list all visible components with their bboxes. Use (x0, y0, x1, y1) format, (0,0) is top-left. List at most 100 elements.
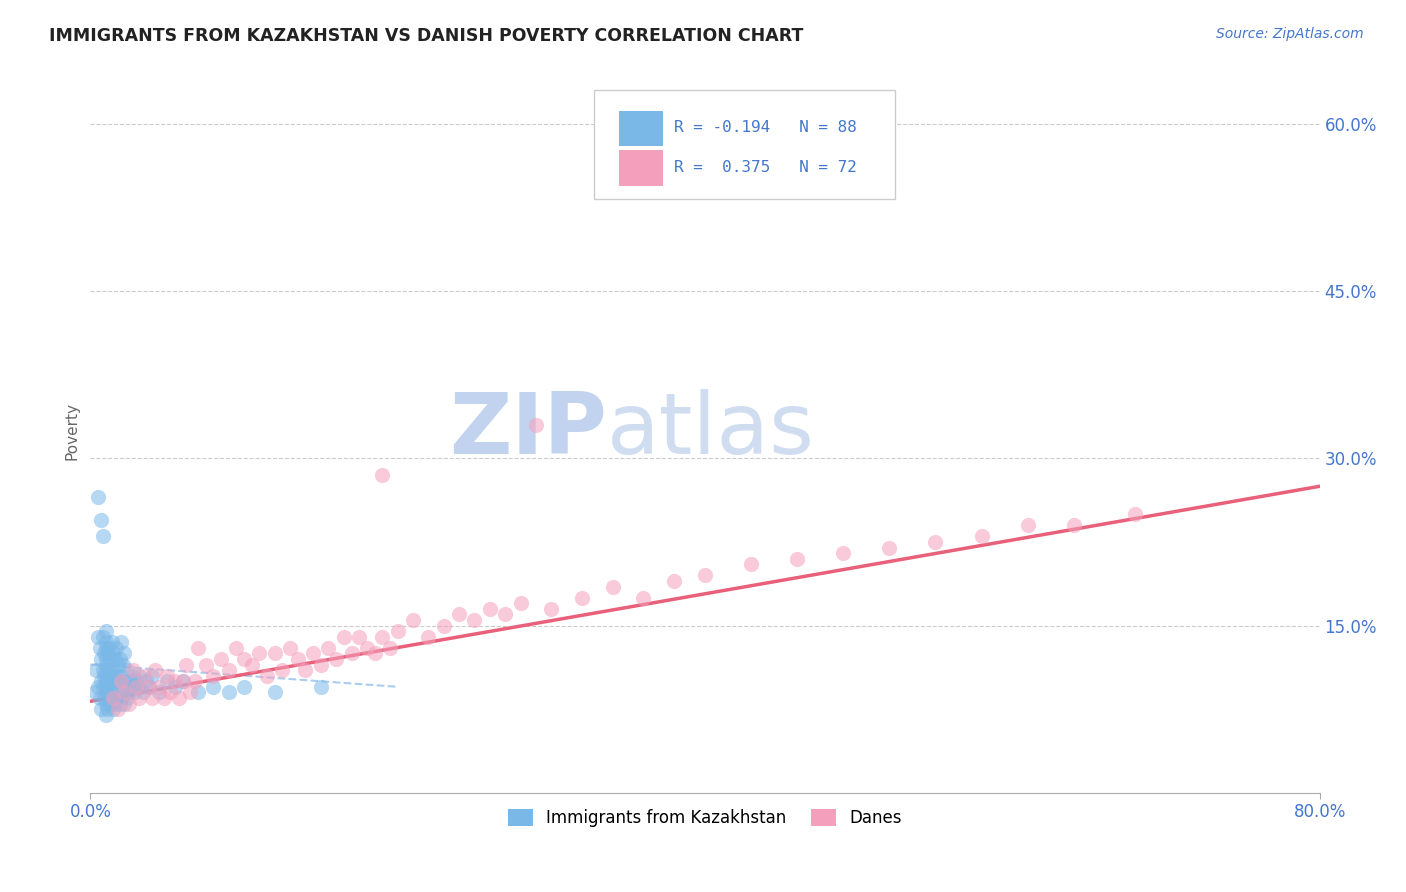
Point (112, 647, 135, 661)
Point (90, 702, 112, 716)
Point (120, 674, 142, 689)
Point (333, 630, 356, 644)
Point (127, 680, 149, 694)
Point (194, 657, 217, 672)
Point (91, 680, 114, 694)
Point (94, 635, 117, 649)
Point (103, 680, 125, 694)
Point (1017, 518, 1039, 533)
Point (135, 674, 157, 689)
Point (309, 680, 332, 694)
Point (478, 602, 501, 616)
Point (87, 630, 110, 644)
Point (278, 640, 301, 655)
Point (148, 685, 170, 699)
Point (402, 613, 425, 627)
Point (98, 652, 121, 666)
Point (325, 652, 347, 666)
Point (970, 529, 993, 543)
Point (101, 685, 124, 699)
Point (347, 630, 370, 644)
Point (132, 668, 155, 682)
Point (163, 680, 186, 694)
Point (524, 417, 547, 432)
Point (103, 690, 125, 705)
Point (128, 668, 150, 682)
Point (202, 668, 225, 682)
Point (86, 663, 108, 677)
Point (138, 680, 160, 694)
Point (108, 697, 131, 711)
Point (648, 173, 671, 187)
Point (110, 690, 132, 705)
Point (122, 663, 145, 677)
Point (121, 680, 143, 694)
Point (111, 657, 134, 672)
Point (172, 674, 194, 689)
Point (138, 680, 160, 694)
Point (247, 647, 270, 661)
Point (340, 647, 363, 661)
Point (93, 668, 115, 682)
Point (433, 618, 456, 632)
Legend: Immigrants from Kazakhstan, Danes: Immigrants from Kazakhstan, Danes (499, 800, 911, 835)
Point (96, 702, 118, 716)
Point (104, 652, 127, 666)
Point (107, 657, 129, 672)
Text: ZIP: ZIP (449, 389, 606, 472)
Point (91, 630, 114, 644)
Point (153, 690, 176, 705)
Point (202, 680, 225, 694)
Point (105, 668, 128, 682)
Point (93, 647, 115, 661)
Point (94, 697, 117, 711)
Point (94, 652, 117, 666)
Point (94, 640, 117, 655)
Point (148, 680, 170, 694)
Point (271, 663, 294, 677)
Point (163, 674, 186, 689)
Point (124, 685, 146, 699)
Point (94, 707, 117, 722)
Point (103, 668, 125, 682)
Text: R = -0.194   N = 88: R = -0.194 N = 88 (675, 120, 858, 136)
Point (174, 657, 197, 672)
Point (494, 607, 516, 622)
Point (418, 630, 440, 644)
Text: IMMIGRANTS FROM KAZAKHSTAN VS DANISH POVERTY CORRELATION CHART: IMMIGRANTS FROM KAZAKHSTAN VS DANISH POV… (49, 27, 804, 45)
Point (97, 690, 120, 705)
FancyBboxPatch shape (619, 151, 664, 186)
Point (84, 685, 107, 699)
Point (128, 690, 150, 705)
Text: atlas: atlas (606, 389, 814, 472)
Point (240, 657, 263, 672)
Point (263, 647, 285, 661)
Point (159, 685, 181, 699)
Point (105, 690, 128, 705)
Point (879, 541, 901, 555)
Point (97, 663, 120, 677)
Point (1123, 507, 1146, 521)
Point (87, 491, 110, 505)
Point (91, 529, 114, 543)
Point (256, 668, 278, 682)
Point (112, 685, 135, 699)
Point (125, 680, 148, 694)
Point (101, 663, 124, 677)
Point (387, 624, 409, 639)
Point (112, 674, 135, 689)
Point (90, 652, 112, 666)
Point (540, 602, 562, 616)
Point (169, 690, 191, 705)
Point (356, 640, 378, 655)
Point (141, 668, 163, 682)
Point (287, 652, 309, 666)
Point (449, 607, 471, 622)
Point (94, 674, 117, 689)
Point (740, 558, 762, 572)
Point (218, 685, 240, 699)
Point (225, 640, 247, 655)
Point (318, 640, 340, 655)
Point (111, 685, 134, 699)
Point (115, 690, 138, 705)
